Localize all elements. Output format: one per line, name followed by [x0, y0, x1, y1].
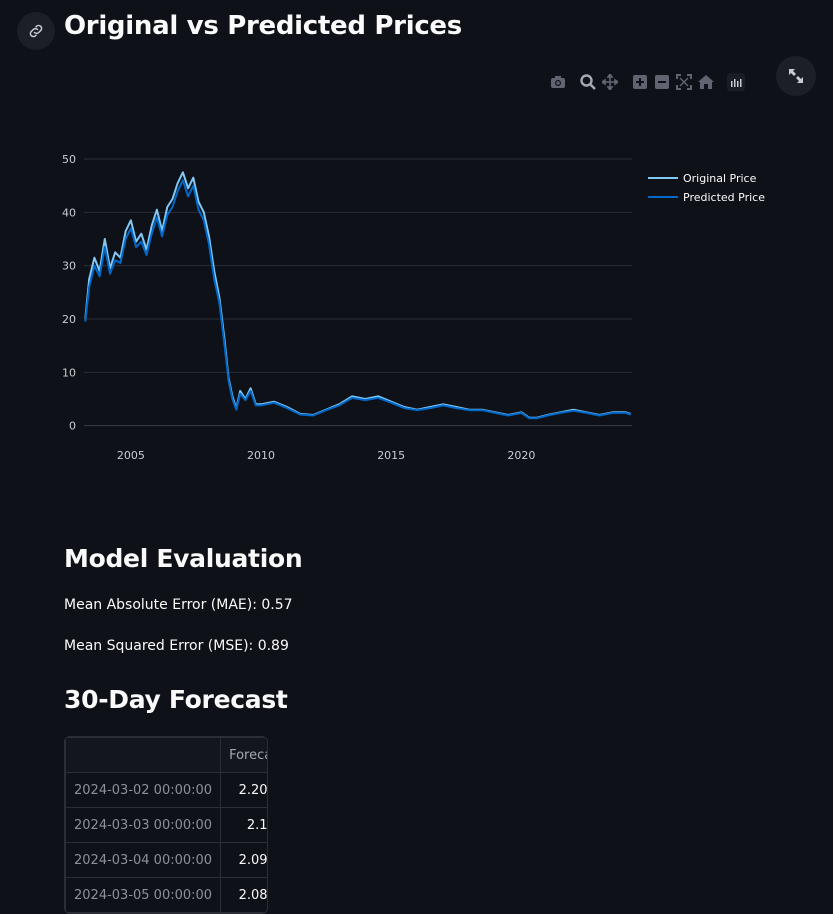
zoom-icon[interactable] — [578, 72, 598, 92]
row-date: 2024-03-04 00:00:00 — [65, 842, 222, 878]
mae-text: Mean Absolute Error (MAE): 0.57 — [64, 597, 293, 613]
row-date: 2024-03-03 00:00:00 — [65, 807, 222, 843]
row-forecast-value: 2.139 — [220, 807, 267, 843]
series-line-predicted — [84, 179, 631, 420]
forecast-table[interactable]: Forecast 2024-03-02 00:00:00 2.2047 2024… — [64, 736, 268, 914]
table-row[interactable]: 2024-03-03 00:00:00 2.139 — [65, 807, 267, 843]
row-forecast-value: 2.0963 — [220, 842, 267, 878]
link-icon — [29, 24, 43, 38]
x-tick-label: 2010 — [247, 449, 275, 462]
table-row[interactable]: 2024-03-04 00:00:00 2.0963 — [65, 842, 267, 878]
zoom-in-icon[interactable] — [630, 72, 650, 92]
autoscale-icon[interactable] — [674, 72, 694, 92]
page-title: Original vs Predicted Prices — [64, 11, 462, 41]
home-icon[interactable] — [696, 72, 716, 92]
y-tick-label: 20 — [62, 313, 76, 326]
row-date: 2024-03-02 00:00:00 — [65, 772, 222, 808]
x-tick-label: 2020 — [507, 449, 535, 462]
y-tick-label: 30 — [62, 260, 76, 273]
table-header-row: Forecast — [65, 737, 267, 773]
camera-icon[interactable] — [548, 72, 568, 92]
series-line-original — [84, 171, 631, 419]
anchor-link-button[interactable] — [17, 12, 55, 50]
y-tick-label: 0 — [69, 420, 76, 433]
price-chart[interactable]: 0 10 20 30 40 50 2005 2010 2015 2020 Original Pric… — [0, 110, 833, 470]
pan-icon[interactable] — [600, 72, 620, 92]
plotly-logo-icon[interactable] — [726, 72, 746, 92]
fullscreen-button[interactable] — [776, 56, 816, 96]
forecast-column-header[interactable]: Forecast — [220, 737, 267, 773]
legend-label: Predicted Price — [683, 191, 765, 204]
row-forecast-value: 2.2047 — [220, 772, 267, 808]
table-row[interactable]: 2024-03-02 00:00:00 2.2047 — [65, 772, 267, 808]
chart-modebar — [548, 72, 748, 92]
table-row[interactable]: 2024-03-05 00:00:00 2.0854 — [65, 877, 267, 913]
row-date: 2024-03-05 00:00:00 — [65, 877, 222, 913]
expand-icon — [789, 69, 803, 83]
x-tick-label: 2005 — [117, 449, 145, 462]
mse-text: Mean Squared Error (MSE): 0.89 — [64, 638, 289, 654]
x-tick-label: 2015 — [377, 449, 405, 462]
y-tick-label: 10 — [62, 366, 76, 379]
legend-label: Original Price — [683, 172, 757, 185]
index-header — [65, 737, 222, 773]
row-forecast-value: 2.0854 — [220, 877, 267, 913]
y-tick-label: 50 — [62, 153, 76, 166]
zoom-out-icon[interactable] — [652, 72, 672, 92]
y-tick-label: 40 — [62, 206, 76, 219]
forecast-heading: 30-Day Forecast — [64, 685, 288, 714]
model-evaluation-heading: Model Evaluation — [64, 544, 303, 573]
